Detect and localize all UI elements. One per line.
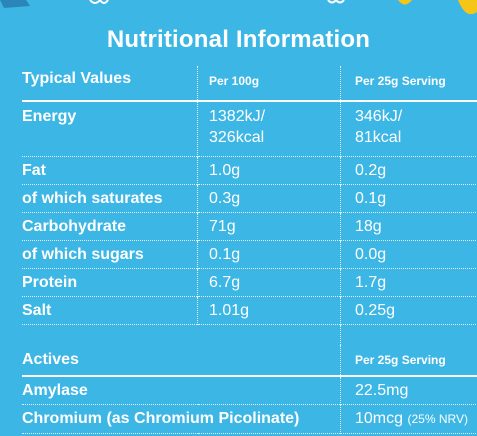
nutrition-table: Typical Values Per 100g Per 25g Serving … [22, 66, 477, 434]
active-nrv-note: (25% NRV) [407, 412, 468, 426]
row-per25-value: 0.0g [340, 240, 477, 269]
row-per100-value: 1.0g [197, 156, 341, 185]
table-row: Fat 1.0g 0.2g [22, 156, 477, 185]
header-per-25g-serving: Per 25g Serving [340, 66, 477, 101]
active-value: 22.5mg [340, 376, 477, 405]
header-per-100g: Per 100g [197, 66, 341, 101]
actives-header-row: Actives Per 25g Serving [22, 345, 477, 376]
row-per100-value: 71g [197, 212, 341, 241]
row-label: Fat [22, 162, 46, 179]
table-row: Energy 1382kJ/ 326kcal 346kJ/ 81kcal [22, 101, 477, 157]
active-value: 10mcg [355, 410, 404, 427]
active-label: Amylase [22, 382, 88, 399]
active-value-cell: 10mcg (25% NRV) [340, 404, 477, 434]
row-label: Salt [22, 302, 52, 319]
row-per100-cell: 1382kJ/ 326kcal [197, 101, 341, 157]
section-spacer [22, 324, 477, 345]
table-row: Amylase 22.5mg [22, 376, 477, 405]
row-per100-value: 1.01g [197, 296, 341, 325]
header-actives: Actives [22, 351, 79, 368]
page-title: Nutritional Information [106, 26, 371, 53]
row-label: Carbohydrate [22, 218, 127, 235]
header-actives-per-25g-serving: Per 25g Serving [340, 345, 477, 376]
row-per25-line2: 81kcal [355, 129, 402, 146]
row-per100-line1: 1382kJ/ [209, 108, 266, 125]
row-label: Energy [22, 108, 77, 125]
row-label: of which sugars [22, 246, 144, 263]
row-per25-value: 0.1g [340, 184, 477, 213]
table-row: Chromium (as Chromium Picolinate) 10mcg … [22, 404, 477, 434]
table-row: of which saturates 0.3g 0.1g [22, 184, 477, 213]
row-per25-line1: 346kJ/ [355, 108, 403, 125]
row-per25-value: 1.7g [340, 268, 477, 297]
row-per25-value: 0.2g [340, 156, 477, 185]
table-row: Protein 6.7g 1.7g [22, 268, 477, 297]
header-typical-values: Typical Values [22, 70, 132, 87]
decorative-graphics [0, 0, 477, 14]
table-row: Carbohydrate 71g 18g [22, 212, 477, 241]
row-per100-value: 6.7g [197, 268, 341, 297]
row-per100-line2: 326kcal [209, 129, 265, 146]
nutrition-header-row: Typical Values Per 100g Per 25g Serving [22, 66, 477, 101]
row-per25-cell: 346kJ/ 81kcal [340, 101, 477, 157]
row-label: of which saturates [22, 190, 163, 207]
table-row: Salt 1.01g 0.25g [22, 296, 477, 325]
row-per100-value: 0.1g [197, 240, 341, 269]
row-per25-value: 18g [340, 212, 477, 241]
row-label: Protein [22, 274, 78, 291]
table-row: of which sugars 0.1g 0.0g [22, 240, 477, 269]
row-per25-value: 0.25g [340, 296, 477, 325]
row-per100-value: 0.3g [197, 184, 341, 213]
active-label: Chromium (as Chromium Picolinate) [22, 410, 300, 427]
